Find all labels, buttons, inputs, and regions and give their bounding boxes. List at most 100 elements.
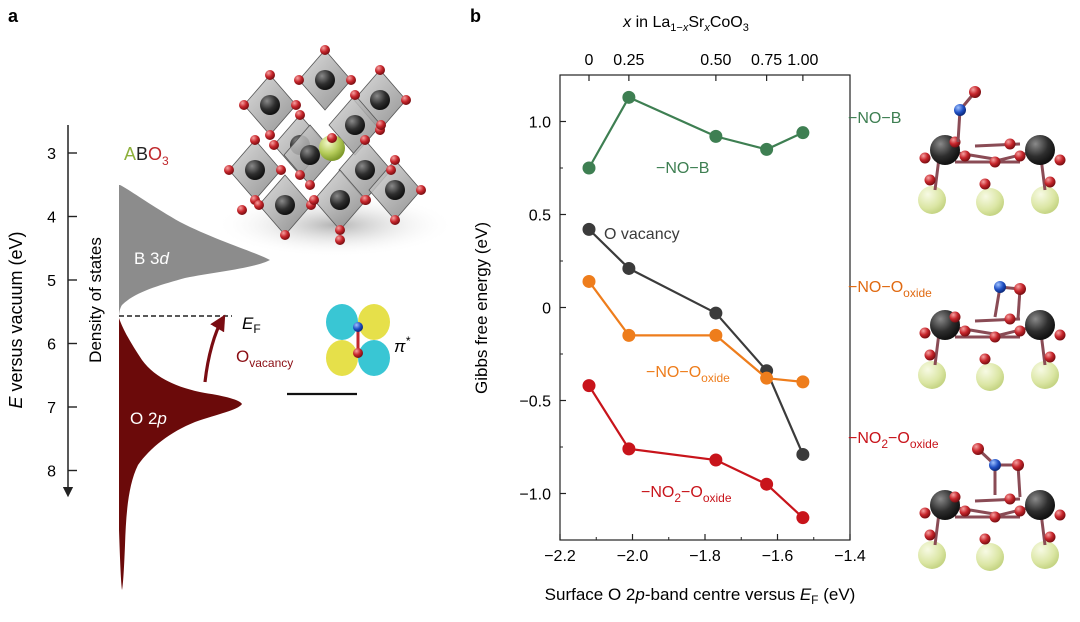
o2p-label: O 2p	[130, 409, 167, 428]
data-point	[709, 306, 723, 320]
o-atom	[1014, 283, 1026, 295]
density-of-states-label: Density of states	[86, 237, 105, 363]
a-site-atom	[918, 186, 946, 214]
o-site-atom	[360, 135, 370, 145]
data-point	[760, 142, 774, 156]
y-tick-label: 0	[542, 301, 551, 318]
x-tick-label: −1.6	[762, 548, 794, 565]
b3d-label: B 3d	[134, 249, 170, 268]
series-label-nob: −NO−B	[656, 160, 709, 177]
energy-tick-label: 8	[47, 464, 56, 481]
o-site-atom	[979, 353, 991, 365]
energy-ticks: 3 4 5 6 7 8	[47, 146, 77, 481]
top-tick-label: 0.75	[751, 52, 782, 69]
perovskite-structure-image	[215, 45, 455, 257]
data-point	[709, 328, 723, 342]
a-site-atom	[1031, 186, 1059, 214]
o-site-atom	[276, 165, 286, 175]
data-point	[582, 379, 596, 393]
top-tick-label: 0.50	[700, 52, 731, 69]
vacancy-arrow	[203, 314, 226, 383]
o-site-atom	[350, 90, 360, 100]
b-site-atom	[385, 180, 405, 200]
x-axis-ticks: −2.2 −2.0 −1.8 −1.6 −1.4	[544, 534, 866, 565]
o-site-atom	[390, 155, 400, 165]
o-atom	[969, 86, 981, 98]
energy-tick-label: 7	[47, 400, 56, 417]
data-point	[709, 453, 723, 467]
o-site-atom	[949, 311, 961, 323]
data-point	[760, 477, 774, 491]
data-point	[796, 375, 810, 389]
o-site-atom	[239, 100, 249, 110]
o-site-atom	[959, 325, 971, 337]
energy-tick-label: 3	[47, 146, 56, 163]
o-site-atom	[269, 140, 279, 150]
b-site-atom	[355, 160, 375, 180]
o-site-atom	[1004, 493, 1016, 505]
o-site-atom	[327, 133, 337, 143]
adsorbate-structure-nob-image	[918, 86, 1066, 216]
series-line	[588, 95, 804, 169]
right-label-nooxide: −NO−Ooxide	[848, 279, 932, 300]
a-site-atom	[918, 541, 946, 569]
a-site-atom	[976, 188, 1004, 216]
o-site-atom	[335, 225, 345, 235]
b-site-atom	[275, 195, 295, 215]
o-site-atom	[265, 70, 275, 80]
n-atom	[989, 459, 1001, 471]
o-atom	[972, 443, 984, 455]
b-site-atom	[345, 115, 365, 135]
o-site-atom	[924, 174, 936, 186]
pi-star-label: π*	[394, 334, 410, 356]
o-site-atom	[250, 135, 260, 145]
o-site-atom	[1014, 150, 1026, 162]
o-site-atom	[1054, 509, 1066, 521]
a-site-atom	[976, 363, 1004, 391]
o-site-atom	[919, 327, 931, 339]
x-tick-label: −2.0	[617, 548, 649, 565]
y-tick-label: 1.0	[529, 115, 551, 132]
o-site-atom	[924, 529, 936, 541]
top-axis-title: x in La1−xSrxCoO3	[622, 14, 749, 34]
data-point	[582, 161, 596, 175]
o-site-atom	[254, 200, 264, 210]
b-site-atom	[330, 190, 350, 210]
series-label-nooxide: −NO−Ooxide	[646, 364, 730, 385]
o-site-atom	[346, 75, 356, 85]
series-label-no2: −NO2−Ooxide	[641, 484, 732, 505]
o-site-atom	[1004, 313, 1016, 325]
n-atom	[994, 281, 1006, 293]
o-vacancy-label: Ovacancy	[236, 347, 293, 370]
y-tick-label: −0.5	[519, 394, 551, 411]
energy-tick-label: 4	[47, 210, 56, 227]
b-site-atom	[1025, 135, 1055, 165]
pi-star-orbital-image	[326, 304, 390, 376]
o-site-atom	[401, 95, 411, 105]
fermi-level-label: EF	[242, 314, 261, 336]
adsorbate-structure-nooxide-image	[918, 281, 1066, 391]
b-site-atom	[300, 145, 320, 165]
top-tick-label: 0.25	[613, 52, 644, 69]
o-site-atom	[265, 130, 275, 140]
o-site-atom	[919, 507, 931, 519]
energy-tick-label: 6	[47, 337, 56, 354]
o-site-atom	[1014, 325, 1026, 337]
top-tick-label: 0	[585, 52, 594, 69]
o-site-atom	[361, 195, 371, 205]
o-site-atom	[979, 533, 991, 545]
o-site-atom	[294, 75, 304, 85]
a-site-atom	[1031, 361, 1059, 389]
x-tick-label: −1.8	[689, 548, 721, 565]
b-site-atom	[1025, 490, 1055, 520]
o-site-atom	[305, 180, 315, 190]
o-site-atom	[386, 165, 396, 175]
o-site-atom	[979, 178, 991, 190]
o-site-atom	[295, 170, 305, 180]
o-site-atom	[280, 230, 290, 240]
b-site-atom	[260, 95, 280, 115]
panel-a-label: a	[8, 6, 19, 26]
data-point	[760, 371, 774, 385]
data-point	[796, 447, 810, 461]
